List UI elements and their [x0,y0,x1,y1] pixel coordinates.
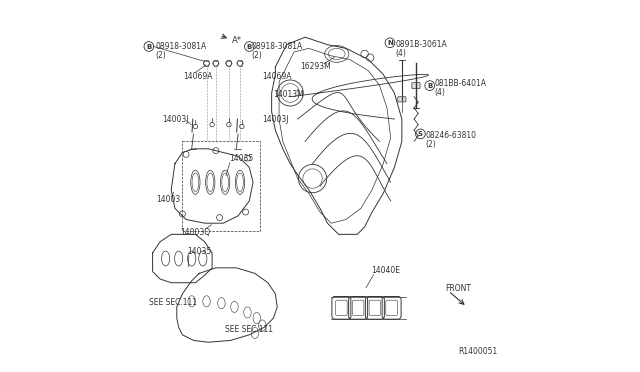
Text: 08918-3081A: 08918-3081A [156,42,207,51]
Text: 14069A: 14069A [262,72,292,81]
FancyBboxPatch shape [397,97,406,102]
Text: 081BB-6401A: 081BB-6401A [435,79,486,88]
Text: (2): (2) [156,51,166,60]
Text: (2): (2) [251,51,262,60]
Text: SEE SEC.111: SEE SEC.111 [225,325,273,334]
Text: (4): (4) [435,88,445,97]
Text: FRONT: FRONT [445,284,471,293]
Text: N: N [387,40,393,46]
Text: 14035: 14035 [187,247,211,256]
Text: 14069A: 14069A [184,72,213,81]
Text: B: B [246,44,252,49]
Text: 14003: 14003 [156,195,180,203]
Text: 08918-3081A: 08918-3081A [251,42,303,51]
Text: 14035: 14035 [229,154,253,163]
Text: 14040E: 14040E [371,266,401,275]
Text: 0891B-3061A: 0891B-3061A [396,40,447,49]
Text: 14003Q: 14003Q [180,228,211,237]
Text: 14003J: 14003J [262,115,289,124]
Text: S: S [418,131,423,137]
Text: (4): (4) [396,49,406,58]
Text: B: B [147,44,152,49]
Text: 16293M: 16293M [301,62,332,71]
Text: (2): (2) [425,140,436,149]
Text: 08246-63810: 08246-63810 [425,131,476,140]
Text: B: B [427,83,433,89]
Text: SEE SEC.111: SEE SEC.111 [149,298,197,307]
Text: R1400051: R1400051 [458,347,498,356]
Text: A*: A* [232,36,242,45]
Text: 14003J: 14003J [162,115,188,124]
FancyBboxPatch shape [412,83,420,89]
Text: 14013M: 14013M [273,90,304,99]
